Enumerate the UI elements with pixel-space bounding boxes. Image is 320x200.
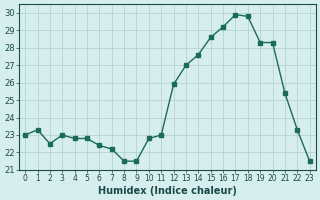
X-axis label: Humidex (Indice chaleur): Humidex (Indice chaleur) [98, 186, 237, 196]
